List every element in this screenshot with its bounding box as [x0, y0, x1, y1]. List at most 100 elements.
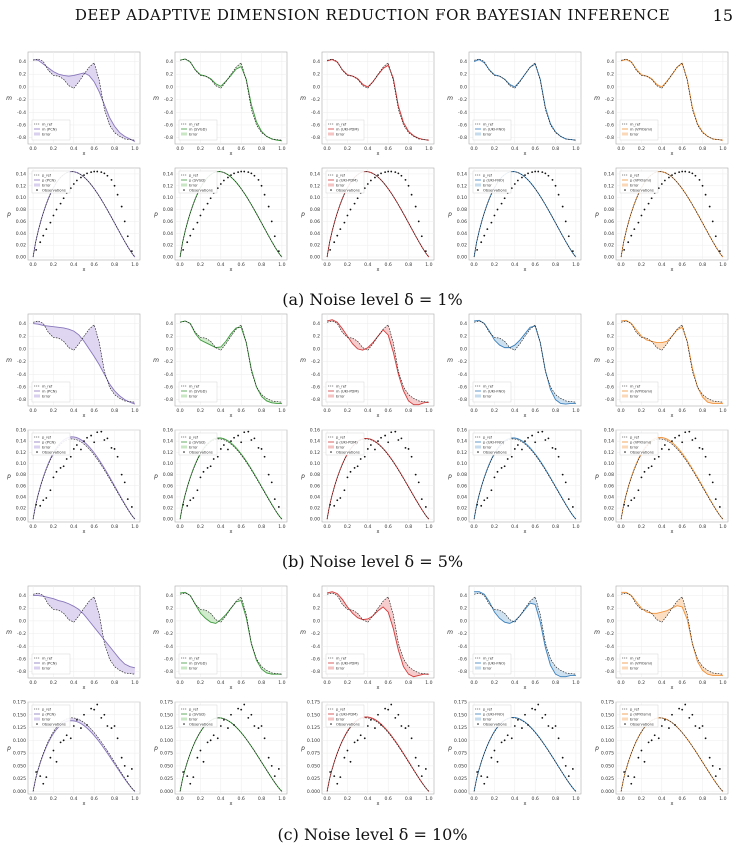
y-tick-label: 0.08 — [457, 472, 467, 478]
observation-point — [503, 739, 506, 742]
observation-point — [380, 436, 382, 439]
error-band — [327, 319, 429, 405]
y-tick-label: 0.12 — [16, 450, 26, 456]
observation-point — [110, 446, 113, 449]
legend-label: Observations — [42, 450, 66, 454]
observation-point — [329, 771, 332, 773]
y-tick-label: -0.8 — [311, 397, 320, 403]
legend-box — [178, 704, 218, 728]
y-axis-label: p — [594, 745, 599, 752]
x-tick-label: 0.8 — [552, 524, 559, 530]
y-tick-label: 0.00 — [310, 517, 320, 523]
y-tick-label: 0.12 — [457, 183, 467, 189]
observation-point — [627, 241, 630, 244]
estimate-line — [33, 595, 136, 669]
y-tick-label: 0.06 — [457, 219, 467, 225]
x-tick-label: 0.8 — [111, 262, 118, 268]
observation-point — [377, 440, 379, 443]
y-tick-label: 0.125 — [307, 725, 320, 731]
y-tick-label: 0.08 — [163, 472, 173, 478]
observation-point — [80, 176, 82, 179]
observation-point — [65, 734, 68, 737]
observation-point — [212, 734, 215, 737]
y-axis-label: p — [447, 473, 452, 480]
y-axis-label: m — [300, 357, 306, 364]
reference-line — [32, 438, 136, 520]
legend-error-swatch — [328, 394, 334, 398]
observation-point — [196, 756, 199, 759]
legend-box — [619, 432, 659, 456]
y-tick-label: 0.12 — [310, 450, 320, 456]
observation-point — [394, 430, 397, 433]
y-tick-label: -0.4 — [311, 372, 320, 378]
error-band — [474, 320, 576, 405]
observation-point — [72, 183, 75, 185]
x-tick-label: 1.0 — [131, 680, 138, 686]
observation-point — [694, 725, 697, 727]
legend-label: p_ref — [189, 707, 199, 711]
y-tick-label: 0.125 — [13, 725, 26, 731]
observation-point — [233, 436, 235, 439]
x-tick-label: 0.8 — [552, 146, 559, 152]
legend-box — [325, 704, 365, 728]
observation-point — [674, 436, 676, 439]
x-tick-label: 0.4 — [217, 408, 224, 414]
observation-point — [390, 431, 393, 434]
x-tick-label: 0.8 — [699, 524, 706, 530]
observation-point — [524, 440, 526, 443]
observation-point — [567, 498, 570, 501]
legend-observation-swatch — [477, 451, 479, 453]
observation-point — [65, 458, 68, 460]
x-tick-label: 1.0 — [425, 524, 432, 530]
reference-line — [33, 58, 135, 141]
legend-box — [31, 119, 71, 141]
legend-label: Error — [189, 183, 198, 187]
legend-error-swatch — [328, 445, 334, 449]
m-panel-delta_10-uki-fno: 0.0 0.2 0.4 0.6 0.8 1.0 0.4 0.2 0.0 -0.2 -0.4 -0.6 -… — [447, 585, 582, 691]
x-tick-label: 0.6 — [385, 524, 392, 530]
legend-label: Error — [630, 132, 639, 136]
x-tick-label: 0.4 — [364, 408, 371, 414]
observation-point — [49, 489, 52, 492]
observation-point — [75, 718, 78, 721]
y-tick-label: 0.06 — [163, 219, 173, 225]
legend-box — [472, 119, 512, 141]
legend-label: m (UKI-PDM) — [336, 127, 359, 131]
legend-label: p_ref — [336, 435, 346, 439]
x-tick-label: 0.4 — [217, 796, 224, 802]
observation-point — [410, 193, 413, 196]
observation-point — [718, 506, 721, 508]
x-tick-label: 0.6 — [385, 146, 392, 152]
x-tick-label: 0.2 — [491, 408, 498, 414]
x-tick-label: 0.0 — [617, 146, 624, 152]
m-panel-delta_5-uki-pdm: 0.0 0.2 0.4 0.6 0.8 1.0 0.4 0.2 0.0 -0.2 -0.4 -0.6 -… — [300, 313, 435, 419]
y-tick-label: -0.6 — [458, 656, 467, 662]
observation-point — [500, 741, 503, 744]
y-tick-label: 0.14 — [457, 439, 467, 445]
observation-point — [182, 249, 185, 251]
x-axis-label: x — [377, 413, 380, 419]
observation-point — [544, 172, 547, 175]
observation-point — [681, 441, 684, 444]
observation-point — [126, 498, 129, 501]
x-tick-label: 1.0 — [719, 796, 726, 802]
p-panel-delta_1-uki-fno: 0.0 0.2 0.4 0.6 0.8 1.0 0.00 0.02 0.04 0.06 0.08 0.… — [447, 167, 582, 273]
observation-point — [192, 228, 195, 231]
x-tick-label: 0.8 — [258, 146, 265, 152]
x-tick-label: 0.0 — [617, 262, 624, 268]
x-tick-label: 0.0 — [176, 408, 183, 414]
y-tick-label: 0.0 — [460, 618, 467, 624]
legend-label: m_ref — [483, 122, 494, 126]
observation-point — [561, 205, 564, 208]
x-tick-label: 0.4 — [511, 408, 518, 414]
x-tick-label: 0.2 — [491, 680, 498, 686]
y-tick-label: 0.04 — [163, 231, 173, 237]
observation-point — [120, 473, 123, 476]
y-tick-label: 0.12 — [16, 183, 26, 189]
y-tick-label: 0.100 — [454, 738, 467, 744]
y-tick-label: -0.2 — [311, 631, 320, 637]
x-tick-label: 0.8 — [111, 796, 118, 802]
observation-point — [113, 725, 116, 727]
x-tick-label: 0.4 — [70, 262, 77, 268]
y-axis-label: m — [300, 95, 306, 102]
